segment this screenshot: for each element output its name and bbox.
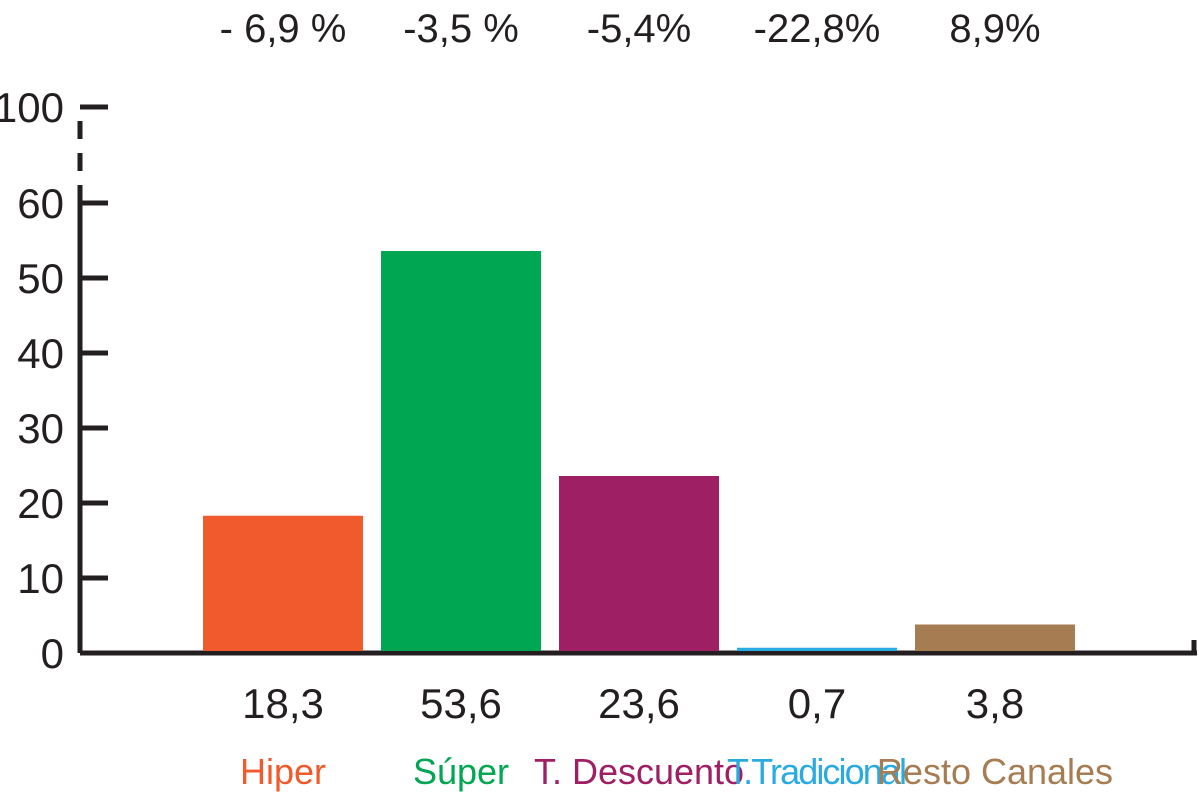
y-tick-label: 100 bbox=[0, 84, 64, 131]
y-tick-label: 30 bbox=[17, 405, 64, 452]
category-label: T. Descuento bbox=[534, 751, 744, 792]
category-label: Súper bbox=[413, 751, 509, 792]
change-label: -22,8% bbox=[754, 7, 881, 51]
y-tick-label: 10 bbox=[17, 555, 64, 602]
value-label: 53,6 bbox=[420, 680, 502, 727]
y-tick-label: 20 bbox=[17, 480, 64, 527]
y-tick-label: 40 bbox=[17, 330, 64, 377]
change-label: -5,4% bbox=[587, 7, 692, 51]
bar-hiper bbox=[203, 515, 363, 651]
chart-axes: 0 10 20 30 40 50 60 100 bbox=[0, 84, 1197, 677]
y-tick-label: 60 bbox=[17, 180, 64, 227]
value-label: 3,8 bbox=[966, 680, 1024, 727]
value-label: 18,3 bbox=[242, 680, 324, 727]
bar-group bbox=[203, 251, 1075, 651]
change-label: - 6,9 % bbox=[220, 7, 347, 51]
y-tick-label: 0 bbox=[41, 630, 64, 677]
category-label: Resto Canales bbox=[877, 751, 1113, 792]
bar-t-tradicional bbox=[737, 647, 897, 651]
bar-s-per bbox=[381, 251, 541, 651]
bar-resto-canales bbox=[915, 624, 1075, 651]
value-label: 23,6 bbox=[598, 680, 680, 727]
change-label: 8,9% bbox=[949, 7, 1040, 51]
y-tick-label: 50 bbox=[17, 255, 64, 302]
category-label: T.Tradicional bbox=[727, 751, 907, 792]
label-group: - 6,9 % 18,3 Hiper -3,5 % 53,6 Súper -5,4% 23,6… bbox=[220, 7, 1113, 792]
value-label: 0,7 bbox=[788, 680, 846, 727]
change-label: -3,5 % bbox=[403, 7, 519, 51]
category-label: Hiper bbox=[240, 751, 326, 792]
bar-t-descuento bbox=[559, 476, 719, 651]
